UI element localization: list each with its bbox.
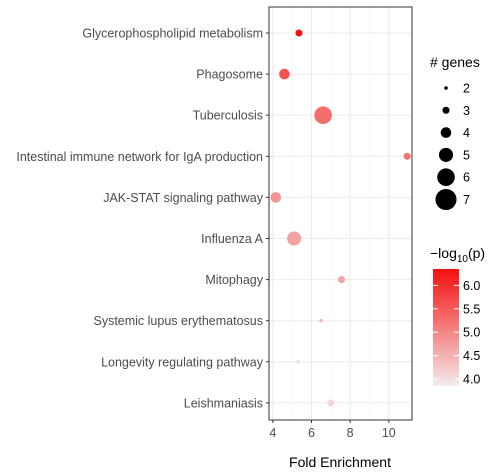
size-legend-label: 4	[463, 126, 470, 140]
data-point	[327, 399, 335, 407]
y-tick-label: Intestinal immune network for IgA produc…	[16, 150, 263, 164]
size-legend-label: 7	[463, 193, 470, 207]
data-points	[270, 29, 411, 407]
x-tick-label: 6	[308, 426, 315, 440]
y-tick-label: Longevity regulating pathway	[101, 355, 264, 369]
colorbar-tick-label: 5.5	[463, 302, 480, 316]
y-tick-label: Leishmaniasis	[184, 396, 263, 410]
size-legend-key	[442, 106, 450, 114]
size-legend-label: 3	[463, 104, 470, 118]
size-legend-key	[437, 168, 455, 186]
y-tick-label: Systemic lupus erythematosus	[93, 314, 263, 328]
y-tick-label: Influenza A	[201, 232, 264, 246]
data-point	[296, 360, 300, 364]
size-legend-label: 5	[463, 148, 470, 162]
color-legend: −log10(p) 4.0 4.5 5.0 5.5 6.0	[430, 245, 485, 386]
data-point	[279, 68, 290, 80]
size-legend-title: # genes	[430, 54, 480, 70]
y-tick-label: JAK-STAT signaling pathway	[103, 191, 264, 205]
plot-border	[268, 6, 413, 421]
size-legend-key	[444, 86, 448, 90]
x-axis-title: Fold Enrichment	[289, 454, 391, 470]
color-legend-title: −log10(p)	[430, 245, 485, 265]
data-point	[403, 152, 411, 160]
y-tick-label: Glycerophospholipid metabolism	[82, 27, 263, 41]
size-legend-key	[438, 147, 454, 162]
colorbar-tick-label: 5.0	[463, 326, 480, 340]
size-legend-key	[440, 127, 452, 138]
y-axis-labels: Glycerophospholipid metabolism Phagosome T…	[16, 27, 269, 410]
colorbar-tick-label: 4.5	[463, 349, 480, 363]
size-legend: # genes 2 3 4 5 6 7	[430, 54, 480, 211]
colorbar-tick-label: 4.0	[463, 372, 480, 386]
data-point	[295, 29, 303, 37]
size-legend-key	[435, 188, 457, 211]
size-legend-label: 6	[463, 171, 470, 185]
colorbar	[433, 269, 459, 386]
y-tick-label: Tuberculosis	[193, 109, 263, 123]
x-axis-ticks: 4 6 8 10	[269, 420, 396, 440]
x-tick-label: 8	[347, 426, 354, 440]
data-point	[270, 192, 282, 203]
x-tick-label: 4	[269, 426, 276, 440]
x-tick-label: 10	[382, 426, 396, 440]
y-tick-label: Mitophagy	[205, 273, 263, 287]
y-tick-label: Phagosome	[196, 68, 263, 82]
data-point	[314, 106, 332, 124]
size-legend-label: 2	[463, 82, 470, 96]
colorbar-tick-label: 6.0	[463, 279, 480, 293]
plot-background	[269, 7, 412, 420]
data-point	[337, 276, 346, 284]
data-point	[287, 231, 302, 246]
data-point	[319, 318, 323, 323]
